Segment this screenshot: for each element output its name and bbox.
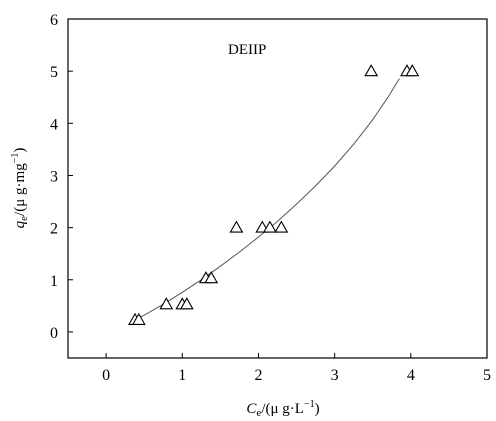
y-axis-title: qe/(μ g·mg−1) [10, 148, 30, 229]
x-axis-mu: μ [270, 401, 278, 417]
x-tick-label: 4 [407, 367, 415, 384]
y-axis-mu: μ [12, 199, 28, 207]
x-axis-unit: g·L [279, 401, 304, 417]
x-axis-prefix: /( [261, 401, 270, 417]
plot-frame-group [67, 18, 488, 359]
data-points [128, 64, 420, 325]
x-tick-label: 5 [483, 367, 491, 384]
data-point-triangle [229, 220, 244, 233]
data-point-triangle [364, 64, 379, 77]
x-tick-label: 0 [102, 367, 110, 384]
data-point-triangle [204, 271, 219, 284]
data-point-triangle [179, 297, 194, 310]
x-tick-label: 2 [254, 367, 262, 384]
y-axis-subscript: e [18, 216, 30, 221]
data-point-triangle [159, 297, 174, 310]
axis-ticks: 0 1 2 3 4 5 0 1 2 3 4 5 6 [50, 12, 491, 384]
y-tick-label: 5 [50, 64, 58, 81]
x-tick-label: 3 [331, 367, 339, 384]
y-tick-label: 0 [50, 325, 58, 342]
data-point-triangle [262, 220, 277, 233]
y-axis-unit: g·mg [12, 163, 28, 199]
x-axis-suffix: ) [315, 401, 320, 417]
y-axis-suffix: ) [12, 148, 28, 153]
plot-frame [67, 18, 488, 359]
y-axis-superscript: −1 [10, 153, 21, 164]
fit-curve [132, 78, 400, 321]
y-tick-label: 1 [50, 273, 58, 290]
x-axis-subscript: e [256, 407, 261, 419]
fit-curve-group [132, 78, 400, 321]
y-tick-label: 4 [50, 116, 58, 133]
data-point-triangle [405, 64, 420, 77]
y-tick-label: 6 [50, 12, 58, 29]
y-axis-symbol: q [12, 220, 28, 228]
data-point-triangle [131, 312, 146, 325]
x-tick-label: 1 [178, 367, 186, 384]
y-axis-prefix: /( [12, 207, 28, 216]
y-tick-label: 3 [50, 168, 58, 185]
x-axis-symbol: C [246, 401, 257, 417]
x-axis-superscript: −1 [304, 399, 315, 410]
chart-annotation: DEIIP [228, 42, 266, 58]
data-point-triangle [274, 220, 289, 233]
y-tick-label: 2 [50, 221, 58, 238]
x-axis-title: Ce/(μ g·L−1) [246, 399, 319, 419]
